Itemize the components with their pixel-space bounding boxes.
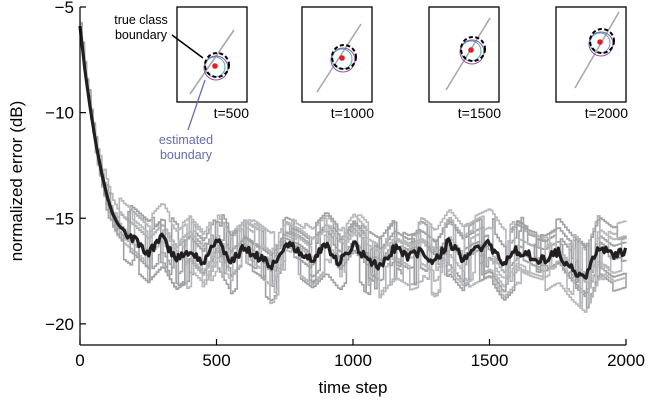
inset-label: t=500: [214, 105, 250, 121]
inset-true-boundary: [460, 36, 486, 62]
inset-panel: t=1000: [301, 6, 374, 121]
inset-center-point: [339, 55, 345, 61]
inset-label: t=2000: [585, 105, 628, 121]
inset-label: t=1500: [458, 105, 501, 121]
inset-center-point: [212, 63, 218, 69]
inset-panel: t=500: [176, 6, 250, 121]
inset-frame: [176, 6, 248, 103]
mean-line: [78, 25, 628, 280]
inset-true-boundary: [204, 52, 230, 78]
annotations: true class boundary estimated boundary: [114, 13, 213, 162]
y-axis-label: normalized error (dB): [7, 101, 26, 262]
inset-panel: t=1500: [428, 6, 501, 121]
trial-line: [80, 28, 627, 309]
y-tick-label: −20: [45, 315, 74, 334]
inset-trajectory: [189, 29, 235, 95]
true-boundary-pointer: [171, 34, 204, 59]
inset-center-point: [597, 39, 603, 45]
x-tick-label: 1500: [471, 351, 509, 370]
mean-line-group: [78, 25, 628, 280]
x-tick-label: 1000: [334, 351, 372, 370]
inset-true-boundary: [331, 44, 357, 70]
x-tick-label: 500: [202, 351, 230, 370]
x-tick-label: 0: [75, 351, 84, 370]
inset-trajectory: [574, 11, 620, 89]
y-tick-label: −10: [45, 104, 74, 123]
x-axis-label: time step: [319, 378, 388, 397]
inset-trajectory: [445, 17, 491, 91]
inset-frame: [555, 6, 627, 103]
trial-line: [80, 26, 627, 307]
inset-trajectory: [316, 23, 362, 93]
x-tick-label: 2000: [607, 351, 645, 370]
y-tick-label: −5: [55, 0, 74, 17]
inset-panel: t=2000: [555, 6, 628, 121]
inset-true-boundary: [589, 28, 615, 54]
inset-frame: [301, 6, 373, 103]
true-boundary-label: true class boundary: [114, 13, 168, 42]
estimated-boundary-pointer: [187, 79, 206, 131]
y-tick-label: −15: [45, 209, 74, 228]
axes: 0 500 1000 1500 2000 −5 −10 −15 −20 time step norm…: [7, 0, 645, 397]
estimated-boundary-label: estimated boundary: [159, 133, 213, 162]
inset-label: t=1000: [331, 105, 374, 121]
insets: t=500 t=1000 t=1500 t=2000: [176, 6, 628, 121]
inset-center-point: [468, 47, 474, 53]
